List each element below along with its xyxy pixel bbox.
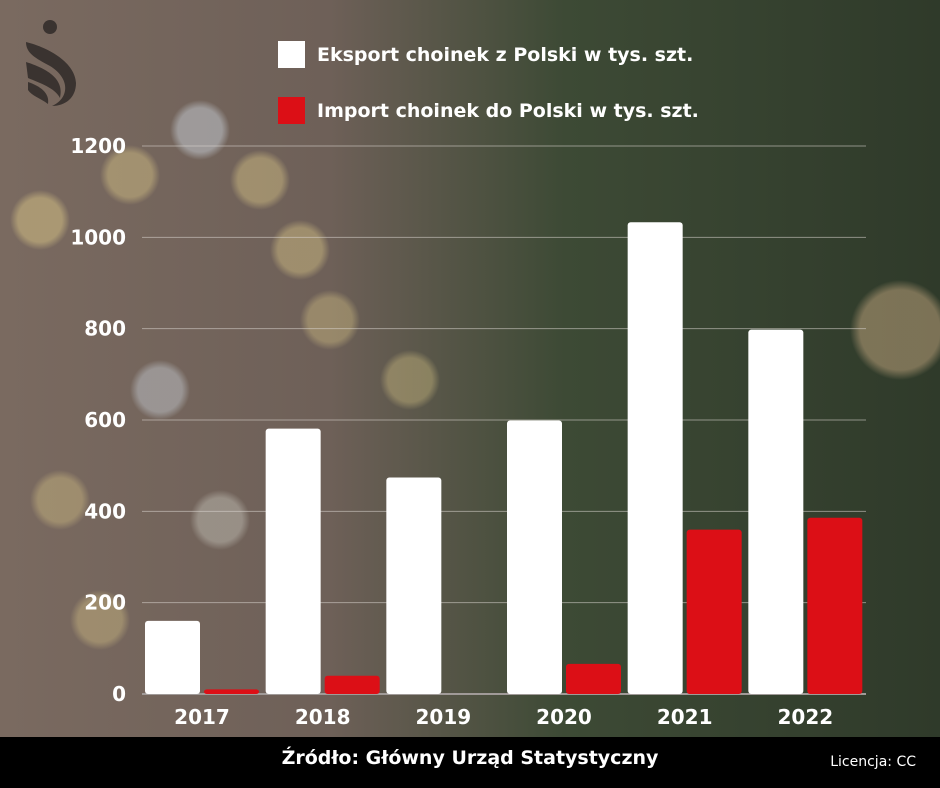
bar-export xyxy=(507,420,562,694)
footer: Źródło: Główny Urząd Statystyczny Licenc… xyxy=(0,737,940,788)
x-tick-label: 2021 xyxy=(657,705,713,729)
y-tick-label: 0 xyxy=(112,682,126,706)
legend-swatch-import xyxy=(278,97,305,124)
source-text: Źródło: Główny Urząd Statystyczny xyxy=(281,747,659,769)
bar-chart: 0 200 400 600 800 1000 1200 2017 2018 2019 2020 202… xyxy=(70,134,866,729)
legend-label-export: Eksport choinek z Polski w tys. szt. xyxy=(317,43,694,66)
x-tick-label: 2017 xyxy=(174,705,230,729)
y-tick-label: 600 xyxy=(84,408,126,432)
y-tick-label: 400 xyxy=(84,499,126,523)
x-tick-label: 2020 xyxy=(536,705,592,729)
bar-import xyxy=(807,517,863,694)
y-tick-label: 1000 xyxy=(70,225,126,249)
bar-import xyxy=(686,529,742,694)
y-tick-label: 1200 xyxy=(70,134,126,158)
legend-item-export: Eksport choinek z Polski w tys. szt. xyxy=(278,41,693,68)
bar-import xyxy=(324,675,380,694)
x-tick-label: 2022 xyxy=(777,705,833,729)
bar-import xyxy=(566,663,621,694)
y-tick-label: 200 xyxy=(84,591,126,615)
license-text: Licencja: CC xyxy=(830,754,916,770)
legend-item-import: Import choinek do Polski w tys. szt. xyxy=(278,97,699,124)
legend-label-import: Import choinek do Polski w tys. szt. xyxy=(317,99,699,122)
bar-export xyxy=(265,428,321,694)
y-tick-label: 800 xyxy=(84,317,126,341)
bar-export xyxy=(386,477,442,694)
bar-import xyxy=(204,689,259,694)
bar-export xyxy=(145,620,200,694)
bar-export xyxy=(748,329,804,694)
bar-export xyxy=(627,222,683,694)
legend-swatch-export xyxy=(278,41,305,68)
x-tick-label: 2018 xyxy=(295,705,351,729)
x-tick-label: 2019 xyxy=(415,705,471,729)
logo-icon xyxy=(26,20,76,106)
